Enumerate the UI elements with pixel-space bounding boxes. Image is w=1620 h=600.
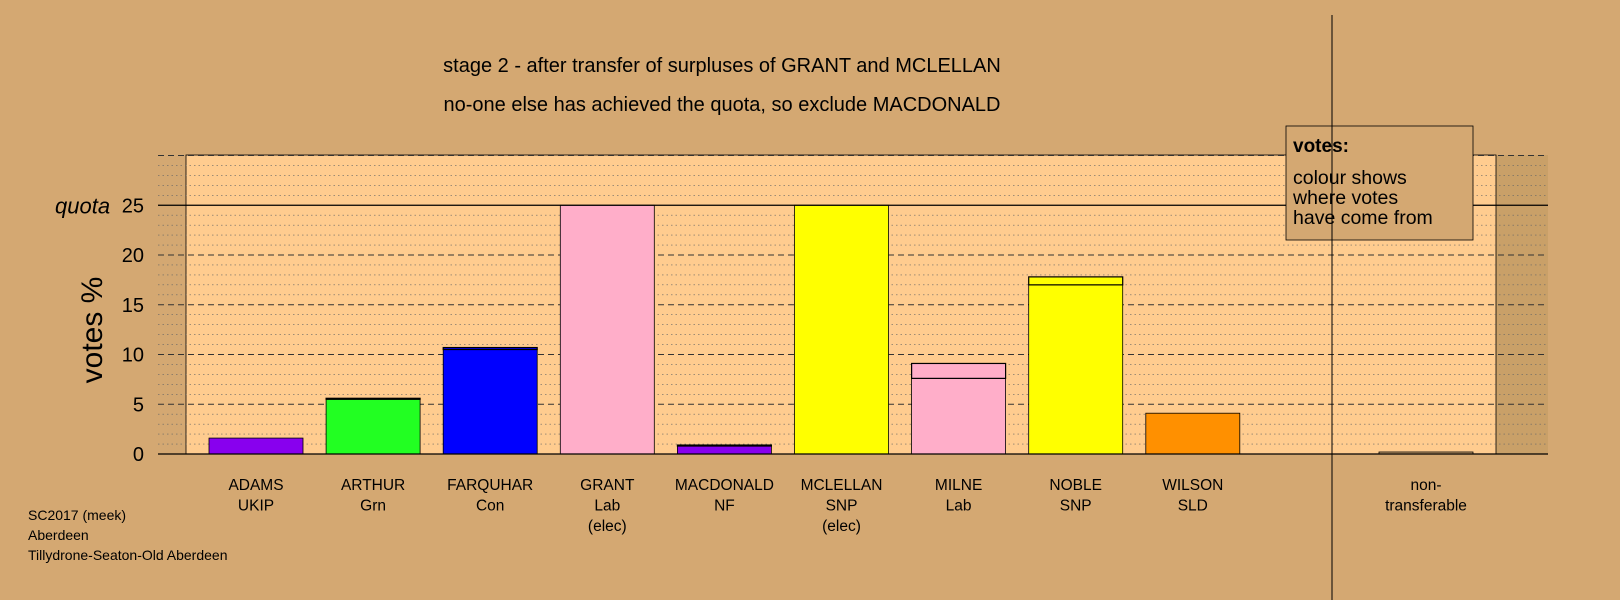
category-label: FARQUHAR Con <box>447 477 533 515</box>
legend-line-2: where votes <box>1292 187 1398 209</box>
legend-title: votes: <box>1293 136 1349 157</box>
category-label-line: SLD <box>1178 498 1208 515</box>
bar-segment <box>325 397 421 400</box>
quota-label: quota <box>55 193 110 218</box>
category-label-line: non- <box>1410 477 1441 494</box>
category-label: GRANT Lab (elec) <box>580 477 635 535</box>
bar-segment <box>442 349 538 455</box>
category-label-line: MACDONALD <box>675 477 774 494</box>
category-label-line: FARQUHAR <box>447 477 533 494</box>
bar-segment <box>794 204 889 455</box>
category-label: non-transferable <box>1385 477 1467 515</box>
category-label-line: UKIP <box>238 498 274 515</box>
category-labels: ADAMS UKIP ARTHUR Grn FARQUHAR Con GRANT Lab (el… <box>228 477 1466 535</box>
bar-segment <box>1028 284 1124 455</box>
bar-segment <box>1028 276 1124 286</box>
bar-segment <box>442 346 538 351</box>
bar-segment <box>325 398 421 455</box>
bar-segment <box>910 362 1007 379</box>
chart-title-line-1: stage 2 - after transfer of surpluses of… <box>443 55 1001 77</box>
bar-segment <box>1145 412 1241 455</box>
y-tick-label: 25 <box>122 195 144 217</box>
category-label-line: MCLELLAN <box>801 477 883 494</box>
category-label-line: ARTHUR <box>341 477 405 494</box>
footer-line-3: Tillydrone-Seaton-Old Aberdeen <box>28 547 228 563</box>
category-label-line: (elec) <box>588 518 627 535</box>
category-label-line: Grn <box>360 498 386 515</box>
category-label-line: WILSON <box>1162 477 1223 494</box>
category-label: WILSON SLD <box>1162 477 1223 515</box>
category-label: MILNE Lab <box>935 477 982 515</box>
footer-line-1: SC2017 (meek) <box>28 507 126 523</box>
y-tick-label: 0 <box>133 444 144 466</box>
footer-line-2: Aberdeen <box>28 527 89 543</box>
category-label-line: ADAMS <box>228 477 283 494</box>
category-label-line: (elec) <box>822 518 861 535</box>
category-label-line: Lab <box>594 498 620 515</box>
y-tick-label: 15 <box>122 295 144 317</box>
bar-segment <box>208 437 304 455</box>
category-label-line: Con <box>476 498 504 515</box>
y-tick-label: 5 <box>133 394 144 416</box>
category-label: NOBLE SNP <box>1049 477 1102 515</box>
y-axis-label: votes % <box>76 277 109 384</box>
legend-box: votes: colour shows where votes have com… <box>1285 125 1474 241</box>
bar-segment <box>559 204 655 455</box>
legend-frame <box>1285 125 1474 241</box>
bar-segment <box>676 444 773 447</box>
chart-title-line-2: no-one else has achieved the quota, so e… <box>444 94 1001 116</box>
y-tick-label: 20 <box>122 245 144 267</box>
category-label: ARTHUR Grn <box>341 477 405 515</box>
category-label-line: GRANT <box>580 477 635 494</box>
category-label-line: NF <box>714 498 735 515</box>
bar-segment <box>677 445 772 455</box>
bars <box>208 204 1474 455</box>
category-label-line: NOBLE <box>1049 477 1102 494</box>
bar-segment <box>911 377 1006 455</box>
category-label-line: Lab <box>946 498 972 515</box>
footer-caption: SC2017 (meek) Aberdeen Tillydrone-Seaton… <box>28 507 228 563</box>
category-label-line: transferable <box>1385 498 1467 515</box>
category-label-line: MILNE <box>935 477 982 494</box>
category-label: ADAMS UKIP <box>228 477 283 515</box>
y-tick-labels: 0 5 10 15 20 25 <box>122 195 144 466</box>
y-tick-label: 10 <box>122 345 144 367</box>
legend-line-3: have come from <box>1293 207 1433 229</box>
category-label-line: SNP <box>1060 498 1092 515</box>
legend-line-1: colour shows <box>1293 167 1407 189</box>
category-label: MACDONALD NF <box>675 477 774 515</box>
category-label-line: SNP <box>826 498 858 515</box>
category-label: MCLELLAN SNP (elec) <box>801 477 883 535</box>
